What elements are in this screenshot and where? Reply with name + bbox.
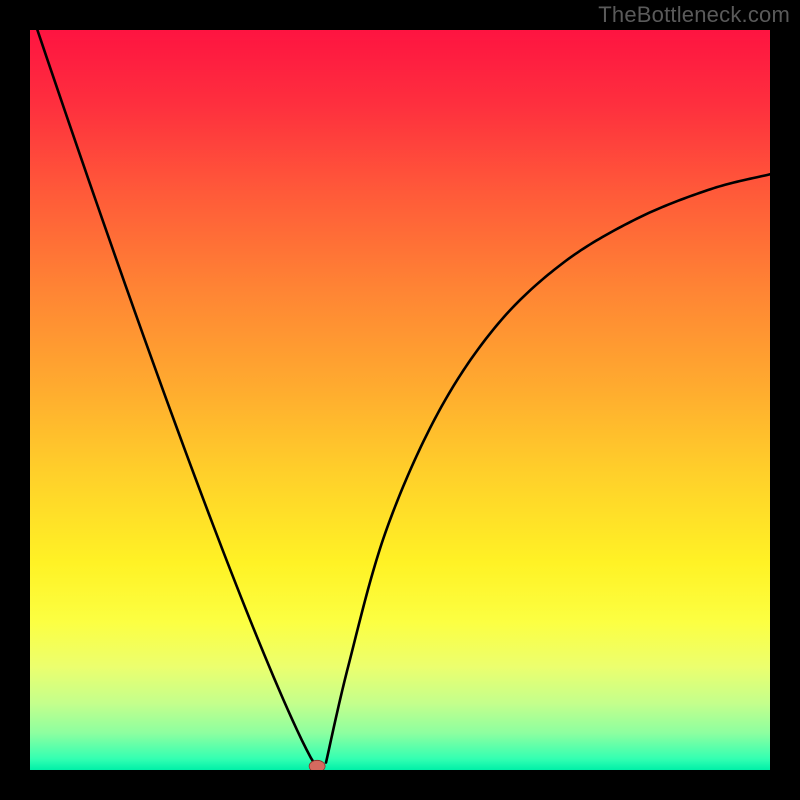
minimum-marker [309, 760, 325, 770]
chart-background [30, 30, 770, 770]
watermark-text: TheBottleneck.com [598, 2, 790, 28]
chart-container [30, 30, 770, 770]
chart-svg [30, 30, 770, 770]
